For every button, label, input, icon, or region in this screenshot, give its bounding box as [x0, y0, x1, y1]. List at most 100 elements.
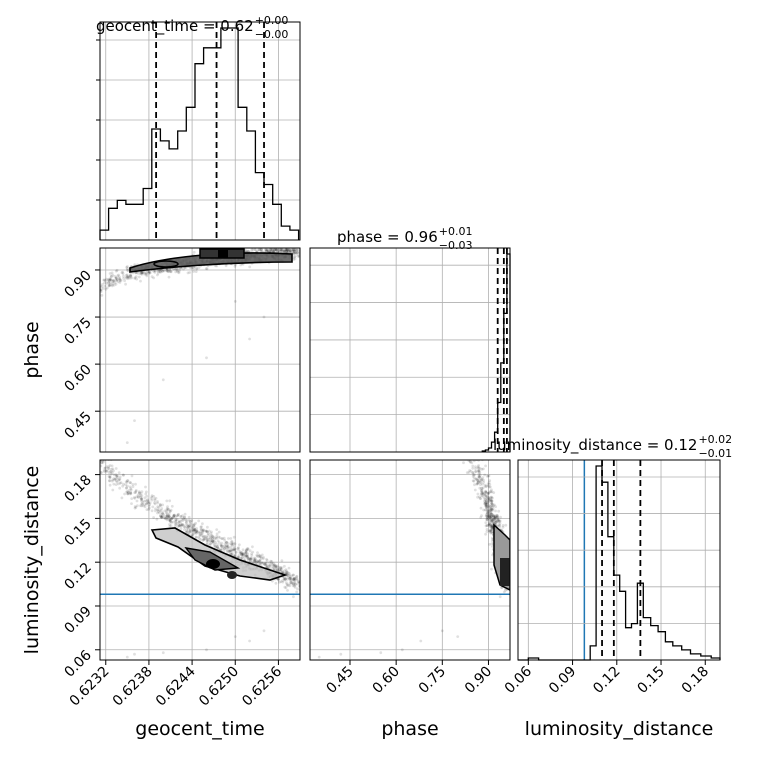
sample-point — [230, 549, 234, 553]
sample-point — [278, 570, 282, 573]
sample-point — [141, 500, 145, 504]
sample-point — [487, 505, 491, 509]
sample-point — [275, 567, 279, 571]
sample-point — [293, 252, 297, 255]
sample-point — [250, 558, 254, 561]
sample-point — [195, 527, 199, 530]
sample-point — [138, 494, 142, 497]
sample-point — [242, 552, 245, 555]
sample-point — [198, 534, 202, 537]
sample-point — [495, 520, 499, 524]
sample-point — [489, 525, 493, 528]
sample-point — [223, 545, 227, 549]
sample-point — [136, 493, 140, 497]
sample-point — [292, 251, 295, 255]
sample-point — [143, 270, 146, 274]
sample-point — [204, 535, 208, 539]
sample-point — [133, 652, 136, 656]
sample-point — [270, 563, 274, 566]
sample-point — [143, 496, 147, 500]
sample-point — [180, 524, 184, 527]
sample-point — [259, 555, 263, 559]
sample-point — [163, 269, 167, 273]
sample-point — [494, 520, 498, 524]
sample-point — [140, 272, 144, 276]
sample-point — [492, 514, 495, 517]
sample-point — [274, 581, 278, 585]
sample-point — [205, 356, 208, 360]
sample-point — [480, 478, 484, 482]
sample-point — [139, 497, 143, 501]
sample-point — [224, 547, 228, 551]
sample-point — [202, 537, 206, 541]
title-text: phase = 0.96 — [337, 228, 438, 246]
sample-point — [283, 248, 287, 252]
sample-point — [490, 518, 494, 522]
sample-point — [258, 555, 262, 559]
sample-point — [289, 577, 293, 581]
sample-point — [188, 519, 192, 523]
sample-point — [487, 522, 491, 526]
sample-point — [272, 248, 276, 252]
sample-point — [133, 491, 137, 494]
sample-point — [118, 278, 122, 282]
sample-point — [223, 544, 226, 548]
sample-point — [478, 475, 482, 479]
sample-point — [211, 537, 215, 540]
sample-point — [181, 514, 185, 518]
sample-point — [494, 521, 498, 524]
sample-point — [257, 559, 261, 563]
sample-point — [265, 564, 269, 567]
sample-point — [489, 530, 493, 534]
sample-point — [108, 476, 112, 480]
sample-point — [483, 492, 486, 496]
sample-point — [162, 268, 166, 272]
sample-point — [214, 541, 218, 545]
sample-point — [145, 272, 148, 276]
sample-point — [489, 512, 493, 516]
sample-point — [283, 576, 286, 579]
sample-point — [286, 573, 290, 577]
sample-point — [140, 499, 143, 503]
sample-point — [291, 249, 295, 252]
sample-point — [113, 477, 117, 481]
sample-point — [165, 268, 169, 271]
sample-point — [100, 284, 103, 288]
sample-point — [116, 274, 120, 278]
sample-point — [489, 508, 492, 512]
sample-point — [271, 249, 275, 253]
sample-point — [181, 523, 184, 526]
sample-point — [249, 558, 252, 561]
sample-point — [279, 566, 283, 569]
sample-point — [245, 554, 248, 558]
sample-point — [132, 496, 136, 499]
sample-point — [472, 476, 476, 480]
sample-point — [206, 525, 209, 529]
sample-point — [262, 629, 266, 633]
sample-point — [486, 514, 490, 517]
sample-point — [291, 584, 295, 588]
x-tick-label: 0.18 — [679, 664, 712, 697]
sample-point — [265, 565, 269, 569]
sample-point — [262, 562, 266, 566]
sample-point — [270, 248, 273, 252]
sample-point — [490, 496, 494, 499]
sample-point — [489, 490, 493, 494]
sample-point — [250, 560, 254, 564]
sample-point — [136, 272, 140, 275]
sample-point — [193, 528, 197, 532]
sample-point — [275, 565, 279, 569]
sample-point — [168, 520, 172, 523]
sample-point — [289, 576, 292, 580]
sample-point — [232, 545, 236, 548]
sample-point — [143, 503, 146, 507]
sample-point — [237, 554, 241, 557]
sample-point — [187, 518, 191, 522]
sample-point — [186, 526, 189, 530]
sample-point — [150, 509, 154, 513]
sample-point — [297, 253, 300, 257]
sample-point — [481, 494, 485, 498]
sample-point — [379, 651, 383, 655]
sample-point — [175, 267, 179, 271]
sample-point — [231, 551, 234, 555]
